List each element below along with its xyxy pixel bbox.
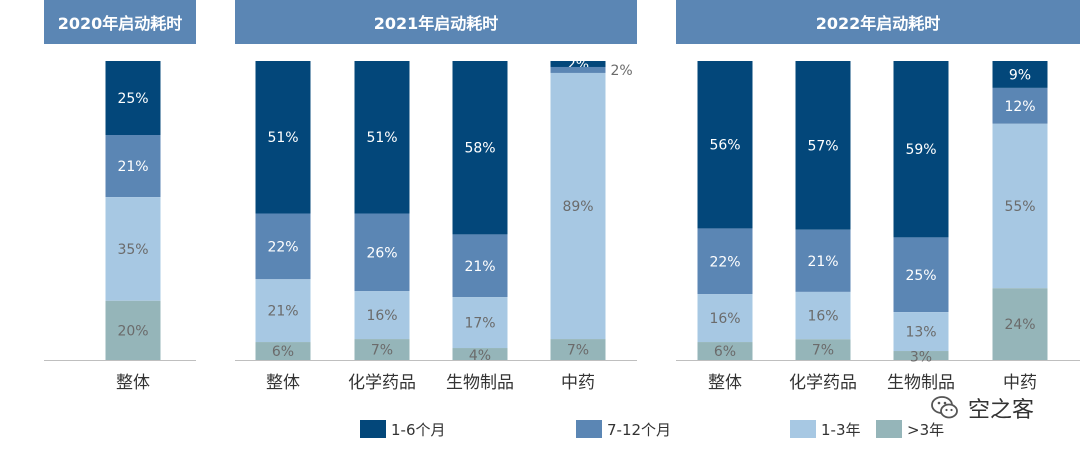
bar-segment-2020-0-s3 bbox=[105, 300, 161, 360]
data-label: 17% bbox=[464, 316, 495, 332]
panel-title-2021: 2021年启动耗时 bbox=[235, 0, 637, 44]
data-label: 25% bbox=[117, 91, 148, 107]
category-label: 化学药品 bbox=[789, 373, 857, 393]
bar-segment-2020-0-s1 bbox=[105, 135, 161, 198]
legend-label: 7-12个月 bbox=[607, 421, 671, 439]
data-label: 21% bbox=[117, 159, 148, 175]
bar-segment-2022-2-s3 bbox=[893, 351, 949, 360]
data-label: 51% bbox=[366, 130, 397, 146]
bar-segment-2022-3-s1 bbox=[992, 87, 1048, 124]
category-label: 生物制品 bbox=[446, 373, 514, 393]
data-label: 58% bbox=[464, 141, 495, 157]
legend-swatch bbox=[576, 420, 602, 438]
bar-segment-2021-3-s1 bbox=[550, 66, 606, 73]
bar-segment-2022-3-s3 bbox=[992, 288, 1048, 360]
data-label: 16% bbox=[709, 311, 740, 327]
category-label: 中药 bbox=[561, 373, 595, 393]
category-label: 化学药品 bbox=[348, 373, 416, 393]
data-label: 16% bbox=[807, 309, 838, 325]
bar-segment-2021-3-s3 bbox=[550, 339, 606, 360]
bar-segment-2021-1-s2 bbox=[354, 291, 410, 340]
bar-segment-2022-2-s2 bbox=[893, 312, 949, 352]
bar-segment-2022-0-s0 bbox=[697, 61, 753, 229]
data-label: 16% bbox=[366, 308, 397, 324]
bar-segment-2021-1-s1 bbox=[354, 213, 410, 292]
data-label: 25% bbox=[905, 268, 936, 284]
data-label: 4% bbox=[469, 348, 491, 364]
legend-swatch bbox=[790, 420, 816, 438]
panel-title-2020: 2020年启动耗时 bbox=[44, 0, 196, 44]
category-label: 生物制品 bbox=[887, 373, 955, 393]
data-label: 26% bbox=[366, 245, 397, 261]
bar-segment-2022-0-s3 bbox=[697, 342, 753, 360]
category-label: 中药 bbox=[1003, 373, 1037, 393]
legend-swatch bbox=[360, 420, 386, 438]
data-label: 21% bbox=[464, 259, 495, 275]
data-label: 7% bbox=[812, 343, 834, 359]
data-label: 3% bbox=[910, 350, 932, 366]
bar-segment-2022-2-s1 bbox=[893, 237, 949, 313]
watermark-text: 空之客 bbox=[968, 398, 1035, 423]
bar-segment-2020-0-s0 bbox=[105, 61, 161, 136]
bar-segment-2021-3-s0 bbox=[550, 61, 606, 67]
data-label: 21% bbox=[807, 254, 838, 270]
data-label: 12% bbox=[1004, 99, 1035, 115]
bar-segment-2022-3-s2 bbox=[992, 123, 1048, 289]
bar-segment-2021-3-s2 bbox=[550, 72, 606, 340]
category-label: 整体 bbox=[708, 373, 742, 393]
panel-title-2022: 2022年启动耗时 bbox=[676, 0, 1080, 44]
data-label: 13% bbox=[905, 325, 936, 341]
bar-segment-2021-1-s3 bbox=[354, 339, 410, 360]
data-label: 56% bbox=[709, 138, 740, 154]
bar-segment-2021-2-s1 bbox=[452, 234, 508, 298]
bar-segment-2021-2-s2 bbox=[452, 297, 508, 349]
legend-label: 1-3年 bbox=[821, 421, 861, 439]
bar-segment-2021-2-s0 bbox=[452, 61, 508, 235]
data-label: 59% bbox=[905, 142, 936, 158]
data-label: 51% bbox=[267, 130, 298, 146]
data-label: 57% bbox=[807, 138, 838, 154]
legend-label: 1-6个月 bbox=[391, 421, 446, 439]
bar-segment-2021-0-s3 bbox=[255, 342, 311, 360]
data-label: 24% bbox=[1004, 317, 1035, 333]
bar-segment-2020-0-s2 bbox=[105, 197, 161, 301]
bar-segment-2022-1-s2 bbox=[795, 291, 851, 340]
bar-segment-2021-0-s2 bbox=[255, 279, 311, 343]
category-label: 整体 bbox=[266, 373, 300, 393]
data-label: 20% bbox=[117, 323, 148, 339]
data-label: 6% bbox=[714, 344, 736, 360]
data-label: 21% bbox=[267, 304, 298, 320]
bar-segment-2021-0-s1 bbox=[255, 213, 311, 280]
bar-segment-2022-1-s0 bbox=[795, 61, 851, 230]
bar-segment-2022-1-s1 bbox=[795, 229, 851, 292]
bar-segment-2022-1-s3 bbox=[795, 339, 851, 360]
bar-segment-2022-3-s0 bbox=[992, 61, 1048, 88]
legend-swatch bbox=[876, 420, 902, 438]
data-label: 7% bbox=[371, 343, 393, 359]
data-label: 55% bbox=[1004, 199, 1035, 215]
data-label: 9% bbox=[1009, 67, 1031, 83]
data-label: 22% bbox=[709, 254, 740, 270]
bar-segment-2022-0-s1 bbox=[697, 228, 753, 295]
bar-segment-2022-0-s2 bbox=[697, 294, 753, 343]
watermark: 空之客 bbox=[930, 388, 1034, 428]
wechat-icon bbox=[931, 396, 958, 419]
data-label: 7% bbox=[567, 343, 589, 359]
bar-segment-2021-2-s3 bbox=[452, 348, 508, 360]
data-label: 35% bbox=[117, 242, 148, 258]
data-label: 22% bbox=[267, 239, 298, 255]
bar-segment-2021-0-s0 bbox=[255, 61, 311, 214]
bar-segment-2022-2-s0 bbox=[893, 61, 949, 238]
data-label: 2% bbox=[611, 63, 633, 79]
data-label: 89% bbox=[562, 199, 593, 215]
bar-segment-2021-1-s0 bbox=[354, 61, 410, 214]
data-label: 6% bbox=[272, 344, 294, 360]
legend-label: >3年 bbox=[907, 421, 944, 439]
category-label: 整体 bbox=[116, 373, 150, 393]
